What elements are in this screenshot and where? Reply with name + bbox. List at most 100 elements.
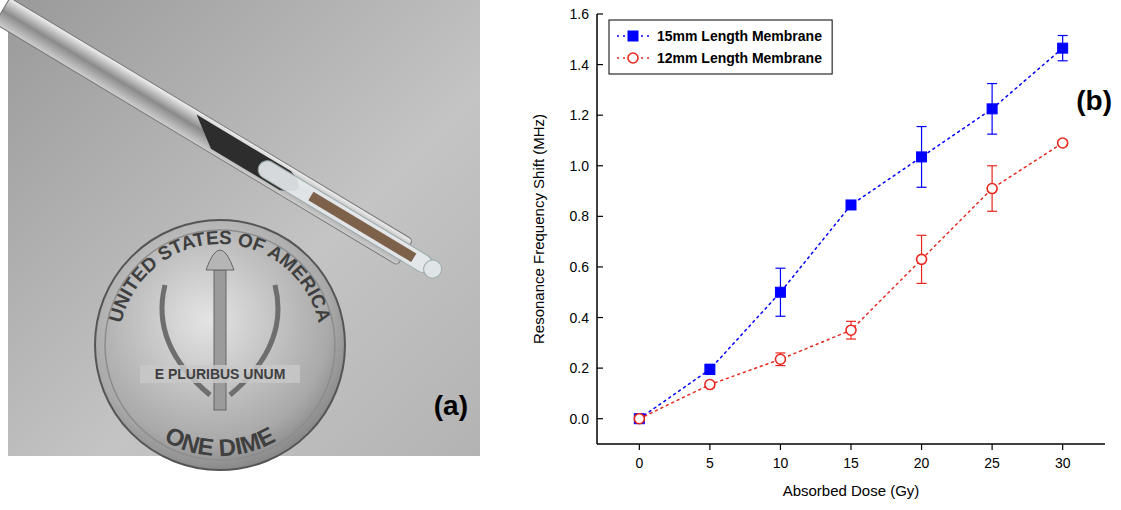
y-tick: [597, 64, 603, 65]
y-tick: [597, 418, 603, 419]
x-tick: [709, 444, 710, 450]
dime-torch: [214, 270, 226, 410]
error-bar: [705, 364, 715, 374]
membrane: [308, 192, 416, 262]
error-cap: [917, 126, 927, 127]
data-point: [775, 287, 785, 297]
y-tick: [597, 317, 603, 318]
panel-label: (a): [434, 390, 468, 421]
figure: UNITED STATES OF AMERICA E PLURIBUS UNUM O…: [0, 0, 1121, 510]
y-tick: [597, 266, 603, 267]
error-bar: [1058, 36, 1068, 61]
y-tick: [597, 115, 603, 116]
coin-text: ONE DIME: [161, 421, 279, 461]
x-tick-label: 0: [635, 455, 643, 471]
data-point: [1058, 43, 1068, 53]
x-tick-label: 20: [914, 455, 930, 471]
error-cap: [987, 83, 997, 84]
legend-label: 15mm Length Membrane: [657, 28, 822, 44]
needle: [0, 0, 448, 287]
y-axis: [596, 14, 598, 444]
x-tick-label: 5: [706, 455, 714, 471]
motto-patch: [140, 365, 300, 383]
plot-data: [634, 36, 1067, 424]
error-bar: [987, 166, 997, 212]
error-cap: [987, 165, 997, 166]
legend-marker: [628, 31, 638, 41]
legend: 15mm Length Membrane 12mm Length Membrane: [609, 20, 832, 74]
legend-marker: [628, 53, 638, 63]
error-cap: [775, 316, 785, 317]
x-tick: [1062, 444, 1063, 450]
x-tick-label: 30: [1055, 455, 1071, 471]
error-bar: [987, 84, 997, 135]
fiber: [255, 157, 436, 275]
x-tick: [780, 444, 781, 450]
y-tick-label: 1.4: [570, 57, 590, 73]
x-tick-label: 15: [843, 455, 859, 471]
chart-panel: 0.0 0.2 0.4 0.6 0.8 1.0 1.2 1.4 1.6 0 5 10 15 20 25 30 A…: [530, 6, 1112, 499]
y-axis-title: Resonance Frequency Shift (MHz): [530, 114, 547, 344]
dime: [95, 220, 345, 470]
x-tick: [850, 444, 851, 450]
x-tick-label: 25: [984, 455, 1000, 471]
error-bar: [775, 268, 785, 316]
coin-text: UNITED STATES OF AMERICA: [105, 227, 336, 325]
y-tick: [597, 13, 603, 14]
x-tick: [639, 444, 640, 450]
data-point: [917, 254, 927, 264]
x-axis-title: Absorbed Dose (Gy): [783, 482, 920, 499]
error-cap: [846, 321, 856, 322]
x-tick: [921, 444, 922, 450]
data-point: [987, 104, 997, 114]
y-tick-label: 0.2: [570, 360, 590, 376]
data-point: [634, 414, 644, 424]
y-tick-label: 1.0: [570, 158, 590, 174]
y-tick-label: 1.2: [570, 107, 590, 123]
series-line: [639, 143, 1062, 419]
error-bar: [775, 353, 785, 366]
error-cap: [1058, 35, 1068, 36]
y-tick-label: 0.4: [570, 310, 590, 326]
data-point: [775, 354, 785, 364]
error-cap: [987, 211, 997, 212]
y-tick: [597, 368, 603, 369]
error-cap: [987, 134, 997, 135]
y-tick-label: 1.6: [570, 6, 590, 22]
y-tick-label: 0.0: [570, 411, 590, 427]
x-tick-label: 10: [773, 455, 789, 471]
error-cap: [1058, 60, 1068, 61]
error-cap: [775, 365, 785, 366]
data-point: [705, 380, 715, 390]
fiber-tip: [420, 257, 445, 282]
error-bar: [917, 127, 927, 188]
error-cap: [917, 187, 927, 188]
error-cap: [917, 283, 927, 284]
coin-text: E PLURIBUS UNUM: [155, 366, 286, 382]
series-line: [639, 48, 1062, 419]
x-tick: [992, 444, 993, 450]
y-tick-label: 0.8: [570, 208, 590, 224]
error-cap: [775, 268, 785, 269]
y-tick: [597, 165, 603, 166]
data-point: [634, 414, 644, 424]
error-bar: [917, 235, 927, 283]
legend-label: 12mm Length Membrane: [657, 50, 822, 66]
panel-label: (b): [1076, 85, 1112, 116]
legend-box: [609, 20, 832, 74]
y-tick-label: 0.6: [570, 259, 590, 275]
error-bar: [846, 321, 856, 339]
data-point: [846, 325, 856, 335]
data-point: [917, 152, 927, 162]
coin-text-path: ONE DIME: [161, 421, 279, 461]
error-cap: [775, 352, 785, 353]
data-point: [846, 200, 856, 210]
error-cap: [846, 338, 856, 339]
data-point: [705, 364, 715, 374]
data-point: [987, 184, 997, 194]
data-point: [1058, 138, 1068, 148]
dime-flame: [206, 250, 234, 270]
y-tick: [597, 216, 603, 217]
coin-text-path: UNITED STATES OF AMERICA: [105, 227, 336, 325]
photo-panel: UNITED STATES OF AMERICA E PLURIBUS UNUM O…: [0, 0, 480, 470]
